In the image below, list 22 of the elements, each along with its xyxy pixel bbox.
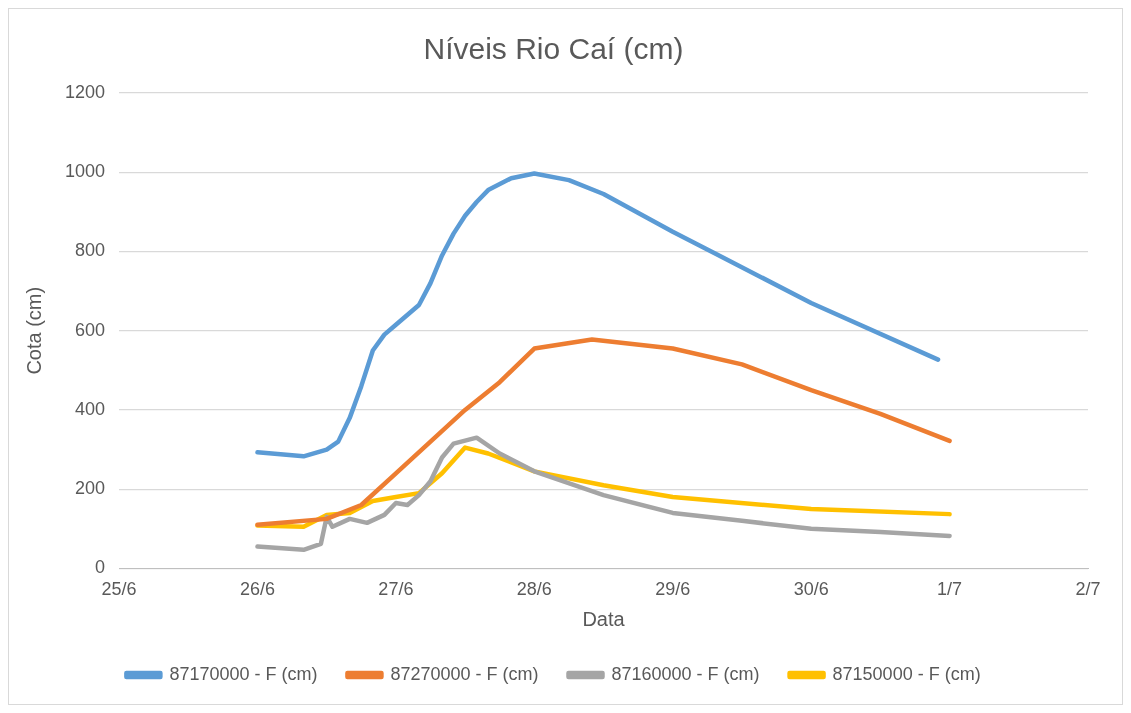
x-tick-label: 30/6 — [793, 579, 829, 600]
legend-label: 87150000 - F (cm) — [832, 663, 981, 684]
y-axis-title: Cota (cm) — [22, 286, 45, 375]
y-tick-label: 800 — [75, 240, 106, 261]
legend-label: 87170000 - F (cm) — [169, 663, 318, 684]
y-tick-label: 400 — [75, 398, 106, 419]
x-tick-label: 29/6 — [655, 579, 691, 600]
x-axis-title: Data — [582, 607, 626, 630]
x-tick-label: 28/6 — [516, 579, 552, 600]
y-tick-label: 600 — [75, 319, 106, 340]
chart-title: Níveis Rio Caí (cm) — [423, 32, 684, 66]
legend-label: 87160000 - F (cm) — [611, 663, 760, 684]
x-tick-label: 1/7 — [937, 579, 963, 600]
x-tick-label: 25/6 — [101, 579, 137, 600]
y-tick-label: 200 — [75, 478, 106, 499]
legend-label: 87270000 - F (cm) — [390, 663, 539, 684]
y-tick-label: 1000 — [65, 161, 106, 182]
x-tick-label: 26/6 — [239, 579, 275, 600]
y-tick-label: 1200 — [65, 81, 106, 102]
y-tick-label: 0 — [95, 557, 106, 578]
x-tick-label: 27/6 — [378, 579, 414, 600]
x-tick-label: 2/7 — [1075, 579, 1101, 600]
